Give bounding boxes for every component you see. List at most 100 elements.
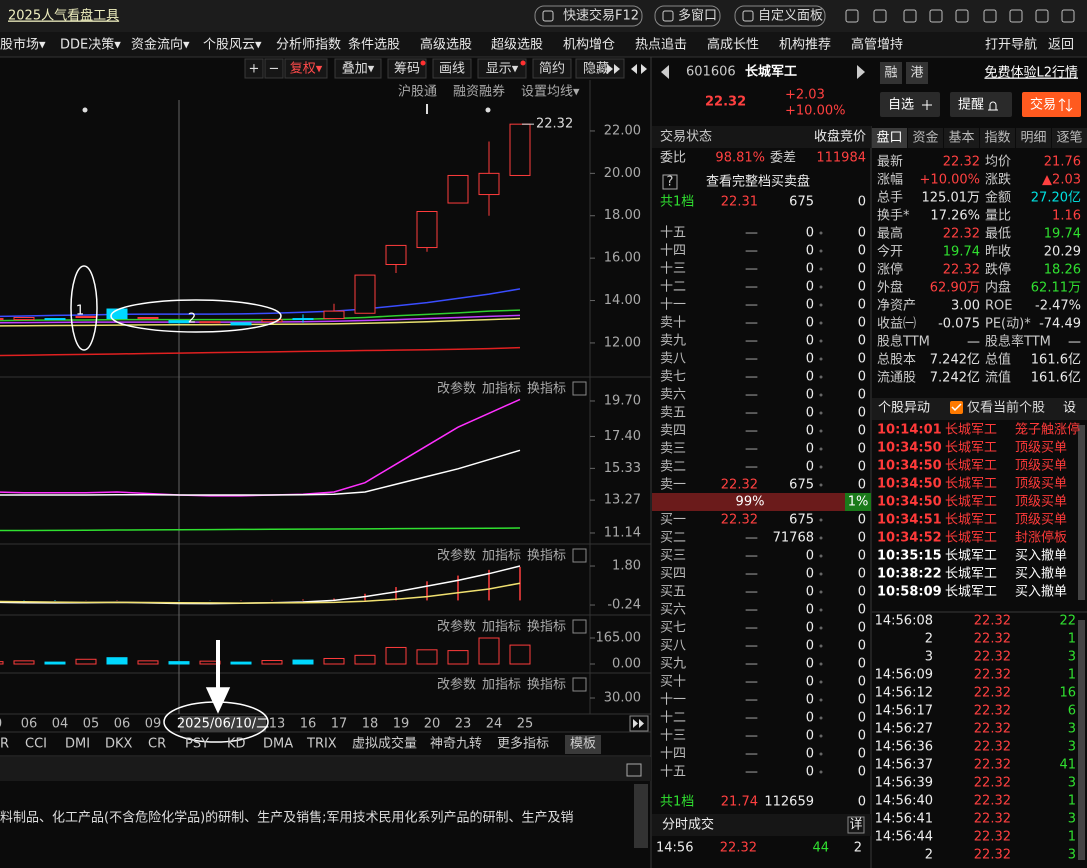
menu-item[interactable]: 股市场▾ (0, 37, 46, 53)
indicator-tab[interactable]: CCI (25, 737, 47, 752)
toolbar-label[interactable]: 显示▾ (486, 62, 519, 77)
label[interactable]: 设 (1063, 401, 1076, 416)
toolbar-button[interactable] (284, 58, 328, 79)
tab-bg[interactable] (980, 128, 1015, 148)
tab[interactable]: 指数 (984, 131, 1010, 146)
tag[interactable]: 港 (910, 66, 923, 81)
menu-item[interactable]: 机构增仓 (563, 38, 615, 53)
button-label[interactable]: 提醒 (958, 97, 984, 113)
toolbar-button[interactable] (432, 58, 472, 79)
menu-item[interactable]: 高管增持 (851, 37, 903, 53)
close-button[interactable] (572, 548, 587, 563)
button[interactable] (880, 92, 940, 117)
panel-tool[interactable]: 加指标 (482, 620, 521, 635)
button-label[interactable]: 自定义面板 (758, 9, 823, 24)
window-icon[interactable] (929, 9, 943, 23)
toolbar-button[interactable] (387, 58, 427, 79)
panel-tool[interactable]: 加指标 (482, 549, 521, 564)
window-icon[interactable] (873, 9, 887, 23)
menu-item[interactable]: 高级选股 (420, 37, 472, 53)
indicator-tab[interactable]: 虚拟成交量 (352, 736, 417, 752)
window-icon[interactable] (983, 9, 997, 23)
indicator-tab[interactable]: 更多指标 (497, 736, 549, 752)
panel-tool[interactable]: 换指标 (527, 382, 566, 397)
menu-item[interactable]: 分析师指数 (276, 38, 341, 53)
button-label[interactable]: 多窗口 (678, 8, 717, 24)
indicator-tab[interactable]: TRIX (306, 737, 337, 752)
indicator-tab[interactable]: PSY (185, 737, 209, 752)
panel-tool[interactable]: 加指标 (482, 678, 521, 693)
indicator-tab[interactable]: DKX (105, 737, 133, 752)
indicator-tab[interactable]: DMA (263, 737, 293, 752)
button-label[interactable]: 交易 (1030, 97, 1056, 113)
window-icon[interactable] (903, 9, 917, 23)
window-icon[interactable] (845, 9, 859, 23)
tab-bg[interactable] (872, 128, 907, 148)
toolbar-button[interactable] (264, 58, 284, 79)
chart-link[interactable]: 沪股通 (398, 84, 437, 100)
toolbar-label[interactable]: 隐藏 (583, 62, 609, 77)
panel-tool[interactable]: 换指标 (527, 678, 566, 693)
menu-item[interactable]: 返回 (1048, 38, 1074, 53)
chart-link[interactable]: 设置均线▾ (521, 85, 580, 100)
button-label[interactable]: 快速交易F12 (563, 8, 639, 24)
toolbar-label[interactable]: + (249, 62, 260, 77)
toolbar-button[interactable] (532, 58, 572, 79)
panel-tool[interactable]: 改参数 (437, 677, 476, 693)
label[interactable]: 仅看当前个股 (967, 400, 1045, 416)
window-icon[interactable] (1009, 9, 1023, 23)
toolbar-label[interactable]: 复权▾ (290, 61, 323, 77)
indicator-tab[interactable]: 神奇九转 (430, 736, 482, 752)
app-title[interactable]: 2025人气看盘工具 (8, 8, 119, 24)
menu-item[interactable]: 热点追击 (635, 37, 687, 53)
panel-tool[interactable]: 换指标 (527, 549, 566, 564)
link[interactable]: 查看完整档买卖盘 (706, 174, 810, 190)
menu-item[interactable]: 个股风云▾ (203, 38, 262, 53)
scroll-button[interactable] (629, 715, 649, 732)
icon[interactable] (641, 64, 647, 74)
close-button[interactable] (572, 381, 587, 396)
scrollbar[interactable] (1078, 425, 1085, 600)
button[interactable] (847, 816, 865, 834)
panel-tool[interactable]: 改参数 (437, 381, 476, 397)
panel-tool[interactable]: 改参数 (437, 548, 476, 564)
menu-item[interactable]: 资金流向▾ (131, 37, 190, 53)
scrollbar[interactable] (1078, 620, 1085, 860)
tab-bg[interactable] (1016, 128, 1051, 148)
button[interactable] (1022, 92, 1081, 117)
toolbar-label[interactable]: 画线 (439, 62, 465, 77)
tab[interactable]: 资金 (912, 130, 938, 146)
window-icon[interactable] (1061, 9, 1075, 23)
button[interactable] (950, 92, 1012, 117)
tab[interactable]: 明细 (1020, 131, 1046, 146)
chart-link[interactable]: 融资融券 (453, 84, 505, 100)
icon[interactable] (631, 64, 637, 74)
link[interactable]: 免费体验L2行情 (984, 65, 1078, 81)
indicator-tab[interactable]: DMI (65, 737, 90, 752)
nav-arrow[interactable] (857, 65, 865, 79)
menu-item[interactable]: 超级选股 (491, 38, 543, 53)
indicator-tab[interactable]: CR (148, 737, 166, 752)
window-icon[interactable] (955, 9, 969, 23)
indicator-tab[interactable]: R (0, 737, 9, 752)
panel-tool[interactable]: 加指标 (482, 382, 521, 397)
button-label[interactable]: 自选 (888, 98, 914, 113)
menu-item[interactable]: DDE决策▾ (60, 37, 121, 53)
toolbar-label[interactable]: 筹码 (394, 61, 420, 77)
panel-tool[interactable]: 换指标 (527, 620, 566, 635)
scrollbar[interactable] (634, 784, 648, 848)
toolbar-button[interactable] (477, 58, 527, 79)
indicator-tab[interactable]: KD (227, 737, 246, 752)
menu-item[interactable]: 条件选股 (348, 37, 400, 53)
close-button[interactable] (572, 619, 587, 634)
tab-bg[interactable] (908, 128, 943, 148)
close-button[interactable] (572, 677, 587, 692)
tab-bg[interactable] (1052, 128, 1087, 148)
button[interactable] (654, 5, 721, 27)
tab[interactable]: 逐笔 (1056, 130, 1082, 146)
indicator-tab[interactable]: 模板 (570, 737, 596, 752)
tab[interactable]: 基本 (948, 131, 974, 146)
toolbar-button[interactable] (575, 58, 625, 79)
tab-bg[interactable] (944, 128, 979, 148)
button[interactable] (534, 5, 643, 27)
